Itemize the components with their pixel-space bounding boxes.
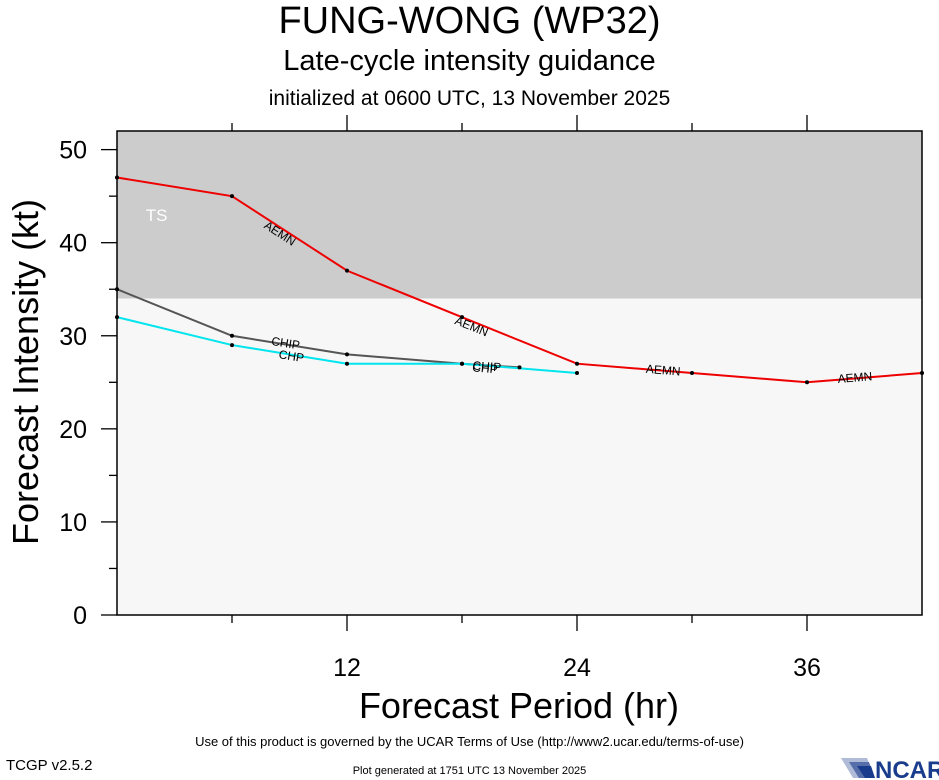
data-point-chp-18 (460, 361, 464, 366)
data-point-chp-12 (345, 361, 349, 366)
y-tick-label-40: 40 (59, 230, 87, 258)
y-tick-label-0: 0 (73, 602, 87, 630)
chart-subtitle: Late-cycle intensity guidance (283, 45, 656, 77)
intensity-band-band-1 (117, 298, 922, 615)
y-tick-label-50: 50 (59, 137, 87, 165)
series-label-chip-4: CHIP (270, 334, 301, 352)
intensity-band-ts-0 (117, 131, 922, 299)
ncar-logo: NCAR (841, 757, 939, 780)
series-label-aemn-2: AEMN (645, 362, 681, 379)
data-point-chip-6 (230, 333, 234, 338)
plot-frame (116, 130, 923, 616)
terms-of-use: Use of this product is governed by the U… (195, 734, 744, 749)
data-point-aemn-36 (805, 380, 809, 385)
x-tick-label-12: 12 (333, 654, 361, 682)
series-label-chp-5: CHP (278, 347, 305, 365)
x-tick-label-36: 36 (793, 654, 821, 682)
data-point-aemn-24 (575, 361, 579, 366)
y-tick-label-10: 10 (59, 509, 87, 537)
data-point-chp-6 (230, 343, 234, 348)
series-label-aemn-3: AEMN (837, 369, 873, 386)
data-point-aemn-30 (690, 371, 694, 375)
generated-time: Plot generated at 1751 UTC 13 November 2… (352, 765, 587, 777)
logo-text: NCAR (875, 757, 939, 780)
band-label-ts: TS (146, 206, 168, 225)
x-axis-label: Forecast Period (hr) (359, 685, 679, 726)
series-line-aemn (116, 176, 923, 384)
version-label: TCGP v2.5.2 (6, 757, 93, 774)
x-tick-label-24: 24 (563, 654, 591, 682)
data-point-chip-21 (517, 365, 522, 370)
data-point-chp-24 (575, 371, 579, 375)
logo-wave-icon (841, 758, 875, 778)
series-label-chp-7: CHP (472, 360, 498, 376)
y-axis-label: Forecast Intensity (kt) (5, 199, 46, 545)
data-point-aemn-12 (345, 268, 349, 273)
data-point-chip-12 (345, 352, 349, 357)
chart-title: FUNG-WONG (WP32) (278, 0, 661, 42)
y-tick-label-30: 30 (59, 323, 87, 351)
data-point-aemn-6 (230, 194, 234, 199)
init-time: initialized at 0600 UTC, 13 November 202… (268, 87, 671, 110)
y-tick-label-20: 20 (59, 416, 87, 444)
data-point-aemn-18 (460, 315, 464, 320)
series-label-chip-6: CHIP (472, 359, 502, 375)
